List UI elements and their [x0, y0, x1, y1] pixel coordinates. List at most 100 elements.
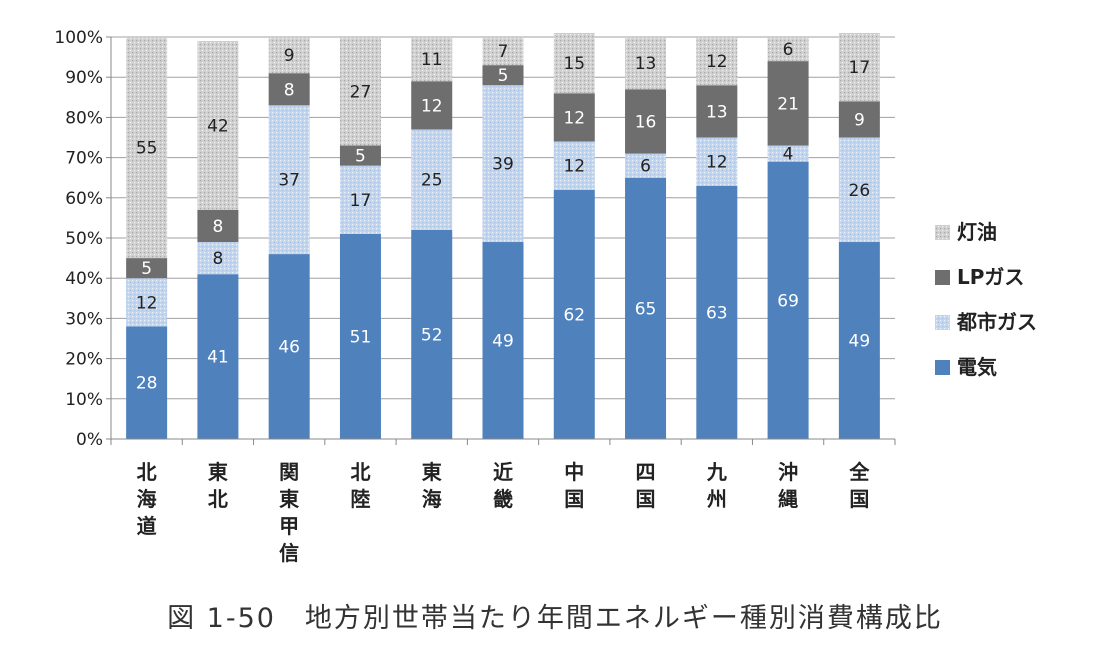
- data-label: 16: [635, 112, 657, 132]
- bar-segment: [696, 185, 738, 439]
- x-tick-label: 畿: [493, 487, 513, 511]
- bar-segment: [411, 37, 453, 82]
- y-tick-label: 20%: [65, 350, 103, 370]
- bar-segment: [767, 145, 809, 162]
- y-tick-label: 90%: [65, 68, 103, 88]
- data-label: 12: [706, 153, 728, 173]
- bar-segment: [482, 65, 524, 86]
- legend-label: 灯油: [957, 220, 997, 244]
- y-tick-label: 60%: [65, 189, 103, 209]
- bar-segment: [197, 41, 239, 210]
- data-label: 12: [563, 157, 585, 177]
- bar-segment: [268, 254, 310, 439]
- x-tick-label: 海: [137, 487, 157, 511]
- bar-segment: [339, 165, 381, 234]
- data-label: 15: [563, 54, 585, 74]
- bar-segment: [767, 61, 809, 146]
- bar-segment: [625, 37, 667, 90]
- data-label: 5: [141, 259, 152, 279]
- bar-segment: [625, 177, 667, 439]
- x-tick-label: 信: [279, 541, 299, 565]
- x-tick-label: 沖: [778, 460, 798, 484]
- data-label: 12: [706, 52, 728, 72]
- x-tick-label: 国: [636, 487, 656, 511]
- bar-segment: [625, 153, 667, 178]
- data-label: 9: [284, 46, 295, 66]
- data-label: 55: [136, 139, 158, 159]
- y-tick-label: 80%: [65, 108, 103, 128]
- y-tick-label: 30%: [65, 309, 103, 329]
- axes: 0%10%20%30%40%50%60%70%80%90%100%北海道東北関東…: [54, 28, 896, 565]
- bar-segment: [339, 37, 381, 146]
- legend-label: LPガス: [957, 265, 1024, 289]
- data-label: 69: [777, 291, 799, 311]
- bar-segment: [482, 37, 524, 66]
- bar-segment: [197, 274, 239, 439]
- bar-segment: [625, 89, 667, 154]
- data-label: 12: [563, 108, 585, 128]
- x-tick-label: 東: [208, 460, 228, 484]
- data-label: 5: [355, 147, 366, 167]
- data-label: 12: [136, 293, 158, 313]
- legend-swatch: [935, 315, 950, 330]
- data-label: 17: [350, 191, 372, 211]
- data-label: 49: [849, 332, 871, 352]
- bar-segment: [838, 101, 880, 138]
- bars: [126, 32, 880, 439]
- bar-segment: [553, 93, 595, 142]
- data-label: 62: [563, 305, 585, 325]
- bar-segment: [126, 37, 168, 259]
- data-label: 52: [421, 325, 443, 345]
- legend-swatch: [935, 270, 950, 285]
- y-tick-label: 50%: [65, 229, 103, 249]
- bar-segment: [767, 37, 809, 62]
- data-label: 49: [492, 332, 514, 352]
- y-tick-label: 100%: [54, 28, 103, 48]
- x-tick-label: 九: [706, 460, 727, 484]
- bar-segment: [411, 81, 453, 130]
- bar-segment: [553, 32, 595, 94]
- bar-segment: [411, 229, 453, 439]
- y-tick-label: 40%: [65, 269, 103, 289]
- data-label: 26: [849, 181, 871, 201]
- bar-segment: [767, 161, 809, 439]
- x-tick-label: 海: [422, 487, 442, 511]
- data-label: 8: [284, 80, 295, 100]
- data-label: 39: [492, 155, 514, 175]
- data-label: 42: [207, 116, 229, 136]
- bar-segment: [126, 326, 168, 439]
- y-tick-label: 0%: [76, 430, 103, 450]
- x-tick-label: 全: [848, 460, 870, 484]
- x-tick-label: 甲: [279, 514, 299, 538]
- x-tick-label: 北: [137, 460, 157, 484]
- data-label: 7: [498, 42, 509, 62]
- bar-segment: [197, 242, 239, 275]
- data-label: 65: [635, 299, 657, 319]
- bar-segment: [838, 137, 880, 243]
- y-tick-label: 10%: [65, 390, 103, 410]
- data-label: 13: [706, 102, 728, 122]
- y-tick-label: 70%: [65, 149, 103, 169]
- x-tick-label: 関: [279, 460, 299, 484]
- data-label: 37: [278, 171, 300, 191]
- x-tick-label: 東: [422, 460, 442, 484]
- bar-segment: [696, 137, 738, 186]
- data-label: 25: [421, 171, 443, 191]
- bar-segment: [339, 145, 381, 166]
- bar-segment: [126, 278, 168, 327]
- x-tick-label: 東: [279, 487, 299, 511]
- data-label: 46: [278, 338, 300, 358]
- data-label: 63: [706, 303, 728, 323]
- data-label: 6: [783, 40, 794, 60]
- x-tick-label: 四: [636, 460, 656, 484]
- legend-label: 電気: [957, 355, 997, 379]
- bar-segment: [197, 209, 239, 243]
- x-tick-label: 国: [564, 487, 584, 511]
- x-tick-label: 道: [137, 514, 157, 538]
- data-labels: 2812555418842463789511752752251211493957…: [136, 40, 870, 394]
- data-label: 4: [783, 145, 794, 165]
- data-label: 27: [350, 82, 372, 102]
- data-label: 5: [498, 66, 509, 86]
